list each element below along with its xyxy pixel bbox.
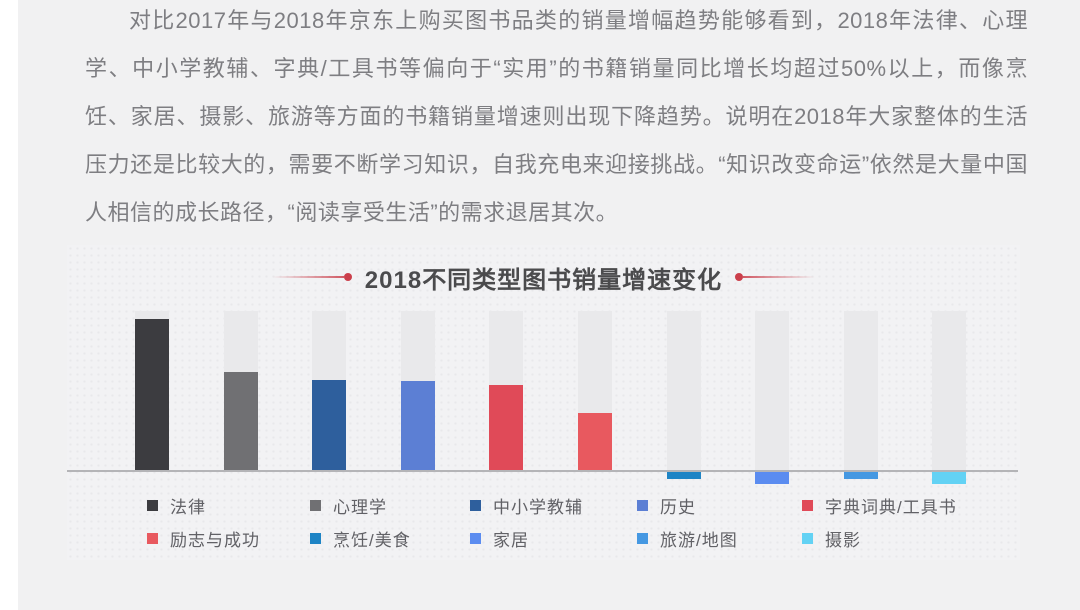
bar-励志与成功	[578, 413, 612, 470]
bar-历史	[401, 381, 435, 470]
legend-swatch	[802, 499, 813, 511]
legend-swatch	[470, 499, 481, 511]
legend-swatch	[637, 499, 648, 511]
legend-item-旅游/地图: 旅游/地图	[637, 527, 738, 550]
bar-法律	[135, 319, 169, 470]
legend-label: 法律	[170, 497, 206, 517]
title-left-dot	[343, 273, 352, 281]
legend-label: 历史	[660, 497, 696, 517]
chart-panel: 2018不同类型图书销量增速变化 法律 心理学 中小学教辅 历史 字典词典/工具书励志与…	[67, 245, 1020, 560]
legend-label: 心理学	[333, 497, 387, 517]
bar-摄影	[932, 472, 966, 484]
legend-swatch	[310, 532, 321, 544]
bar-track	[755, 311, 789, 470]
legend-label: 摄影	[825, 530, 861, 550]
legend-label: 烹饪/美食	[333, 530, 411, 550]
bar-烹饪/美食	[667, 472, 701, 479]
legend-item-家居: 家居	[470, 527, 529, 550]
chart-legend: 法律 心理学 中小学教辅 历史 字典词典/工具书励志与成功 烹饪/美食 家居 旅游/地图 摄影	[67, 245, 1020, 560]
title-left-line	[271, 276, 344, 278]
legend-item-法律: 法律	[147, 494, 206, 517]
legend-item-心理学: 心理学	[310, 494, 387, 517]
article-content: 对比2017年与2018年京东上购买图书品类的销量增幅趋势能够看到，2018年法…	[18, 0, 1080, 610]
legend-swatch	[147, 499, 158, 511]
bar-track	[932, 311, 966, 470]
bar-字典词典/工具书	[489, 385, 523, 470]
bar-心理学	[224, 372, 258, 470]
x-axis-line	[67, 470, 1018, 472]
chart-title-row: 2018不同类型图书销量增速变化	[67, 259, 1020, 295]
legend-item-字典词典/工具书: 字典词典/工具书	[802, 494, 957, 517]
bar-家居	[755, 472, 789, 484]
legend-swatch	[310, 499, 321, 511]
legend-item-励志与成功: 励志与成功	[147, 527, 260, 550]
legend-item-历史: 历史	[637, 494, 696, 517]
bar-track	[844, 311, 878, 470]
legend-label: 旅游/地图	[660, 530, 738, 550]
legend-swatch	[637, 532, 648, 544]
legend-label: 励志与成功	[170, 530, 260, 550]
legend-item-中小学教辅: 中小学教辅	[470, 494, 583, 517]
chart-title: 2018不同类型图书销量增速变化	[364, 266, 723, 294]
legend-swatch	[147, 532, 158, 544]
bar-track	[667, 311, 701, 470]
bar-中小学教辅	[312, 380, 346, 470]
legend-item-烹饪/美食: 烹饪/美食	[310, 527, 411, 550]
legend-label: 字典词典/工具书	[825, 497, 957, 517]
plot-area	[67, 245, 1020, 560]
legend-label: 中小学教辅	[493, 497, 583, 517]
title-right-dot	[735, 273, 744, 281]
legend-item-摄影: 摄影	[802, 527, 861, 550]
legend-label: 家居	[493, 530, 529, 550]
legend-swatch	[470, 532, 481, 544]
legend-swatch	[802, 532, 813, 544]
bar-旅游/地图	[844, 472, 878, 479]
article-paragraph: 对比2017年与2018年京东上购买图书品类的销量增幅趋势能够看到，2018年法…	[85, 8, 1028, 225]
title-right-line	[743, 276, 816, 278]
